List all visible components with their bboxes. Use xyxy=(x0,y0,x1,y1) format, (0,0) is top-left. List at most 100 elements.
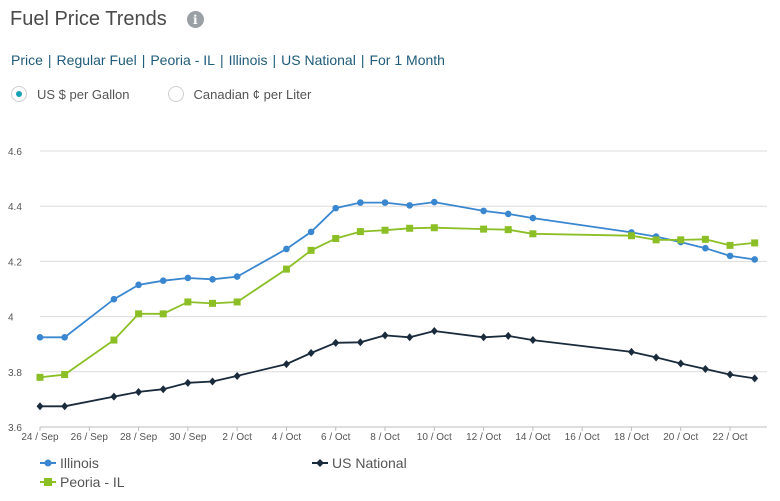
illinois-data-point xyxy=(36,334,44,341)
y-tick-label: 4.4 xyxy=(8,202,22,213)
breadcrumb-item-city[interactable]: Peoria - IL xyxy=(150,52,215,68)
peoria-data-point xyxy=(135,310,143,318)
price-trend-chart: 3.6 3.8 4 4.2 4.4 4.6 24 / Sep 26 / Sep 28 / Sep… xyxy=(8,147,767,443)
illinois-data-point xyxy=(504,210,512,218)
x-tick-label: 10 / Oct xyxy=(417,432,452,443)
y-tick-label: 4 xyxy=(8,313,14,324)
us-national-data-point xyxy=(233,371,241,380)
peoria-data-point xyxy=(61,371,69,379)
peoria-data-point xyxy=(627,232,635,240)
x-tick-label: 30 / Sep xyxy=(169,432,207,443)
peoria-data-point xyxy=(701,235,709,243)
cad-liter-radio[interactable] xyxy=(167,86,184,102)
y-tick-label: 4.6 xyxy=(8,147,22,158)
header: Fuel Price Trends i xyxy=(10,8,204,31)
illinois-data-point xyxy=(110,295,118,303)
unit-option-usd-gallon[interactable]: US $ per Gallon xyxy=(11,86,130,102)
x-tick-label: 24 / Sep xyxy=(21,432,59,443)
peoria-data-point xyxy=(652,236,660,244)
peoria-data-point xyxy=(381,226,389,234)
illinois-series-line xyxy=(40,201,755,339)
illinois-data-point xyxy=(209,276,216,283)
us-national-data-point xyxy=(184,378,192,387)
unit-option-cad-liter[interactable]: Canadian ¢ per Liter xyxy=(167,86,312,102)
us-national-data-point xyxy=(726,370,734,379)
illinois-data-point xyxy=(702,244,709,252)
x-tick-label: 4 / Oct xyxy=(272,432,302,443)
legend-label-illinois: Illinois xyxy=(60,455,99,471)
us-national-data-point xyxy=(307,349,315,358)
x-tick-label: 16 / Oct xyxy=(565,432,600,443)
x-tick-label: 6 / Oct xyxy=(321,432,351,443)
illinois-data-point xyxy=(480,207,487,215)
us-national-data-point xyxy=(652,353,660,362)
page-title: Fuel Price Trends xyxy=(10,8,167,30)
x-tick-label: 26 / Sep xyxy=(71,432,109,443)
legend-item-us-national[interactable]: US National xyxy=(312,455,407,471)
y-tick-label: 3.8 xyxy=(8,368,22,379)
breadcrumb-separator: | xyxy=(360,52,365,68)
peoria-legend-marker xyxy=(40,478,56,486)
us-national-data-point xyxy=(677,359,685,368)
peoria-data-point xyxy=(529,230,537,238)
x-tick-label: 8 / Oct xyxy=(370,432,400,443)
info-icon[interactable]: i xyxy=(186,11,204,28)
legend-item-illinois[interactable]: Illinois xyxy=(40,455,99,471)
us-national-data-point xyxy=(701,365,709,374)
illinois-data-point xyxy=(332,204,340,212)
y-tick-label: 4.2 xyxy=(8,257,22,268)
illinois-data-point xyxy=(431,198,438,206)
breadcrumb-separator: | xyxy=(272,52,277,68)
x-tick-label: 20 / Oct xyxy=(663,432,698,443)
us-national-data-point xyxy=(282,360,290,369)
peoria-data-point xyxy=(751,239,759,247)
x-tick-label: 28 / Sep xyxy=(120,432,158,443)
us-national-data-point xyxy=(61,402,69,411)
breadcrumb-item-fuel-type[interactable]: Regular Fuel xyxy=(56,52,137,68)
cad-liter-label: Canadian ¢ per Liter xyxy=(193,86,312,102)
breadcrumb-item-national[interactable]: US National xyxy=(281,52,356,68)
legend-label-peoria: Peoria - IL xyxy=(60,474,125,490)
peoria-data-point xyxy=(677,236,685,244)
illinois-data-point xyxy=(159,277,167,285)
x-tick-label: 2 / Oct xyxy=(222,432,252,443)
us-national-data-point xyxy=(135,387,143,396)
illinois-data-point xyxy=(529,214,537,222)
illinois-data-point xyxy=(61,334,68,341)
breadcrumb-item-price[interactable]: Price xyxy=(11,52,43,68)
us-national-data-point xyxy=(406,333,414,342)
breadcrumb-item-state[interactable]: Illinois xyxy=(228,52,268,68)
us-national-data-point xyxy=(36,402,44,411)
unit-selector: US $ per Gallon Canadian ¢ per Liter xyxy=(11,86,311,102)
us-national-data-point xyxy=(430,326,438,335)
illinois-data-point xyxy=(726,252,734,260)
peoria-data-point xyxy=(36,373,44,381)
usd-gallon-radio[interactable] xyxy=(11,86,27,102)
illinois-data-point xyxy=(406,202,413,209)
us-national-data-point xyxy=(751,374,759,383)
us-national-data-point xyxy=(356,338,364,347)
legend-item-peoria[interactable]: Peoria - IL xyxy=(40,474,125,490)
peoria-series-line xyxy=(39,226,755,379)
illinois-data-point xyxy=(184,274,192,282)
peoria-data-point xyxy=(307,246,315,254)
illinois-data-point xyxy=(307,228,315,236)
illinois-data-point xyxy=(233,273,241,280)
peoria-data-point xyxy=(480,225,488,233)
us-national-data-point xyxy=(627,347,635,356)
x-tick-label: 14 / Oct xyxy=(515,432,550,443)
us-national-data-point xyxy=(110,392,118,401)
breadcrumb-item-period[interactable]: For 1 Month xyxy=(369,52,445,68)
breadcrumb-separator: | xyxy=(141,52,146,68)
us-national-data-point xyxy=(529,336,537,345)
us-national-data-point xyxy=(209,377,217,386)
y-tick-label: 3.6 xyxy=(8,423,22,434)
peoria-data-point xyxy=(184,298,192,306)
peoria-data-point xyxy=(504,226,512,234)
peoria-data-point xyxy=(332,234,340,242)
x-tick-label: 12 / Oct xyxy=(466,432,501,443)
usd-gallon-label: US $ per Gallon xyxy=(37,86,130,102)
peoria-data-point xyxy=(209,299,217,307)
breadcrumb-separator: | xyxy=(47,52,52,68)
illinois-data-point xyxy=(135,281,142,289)
